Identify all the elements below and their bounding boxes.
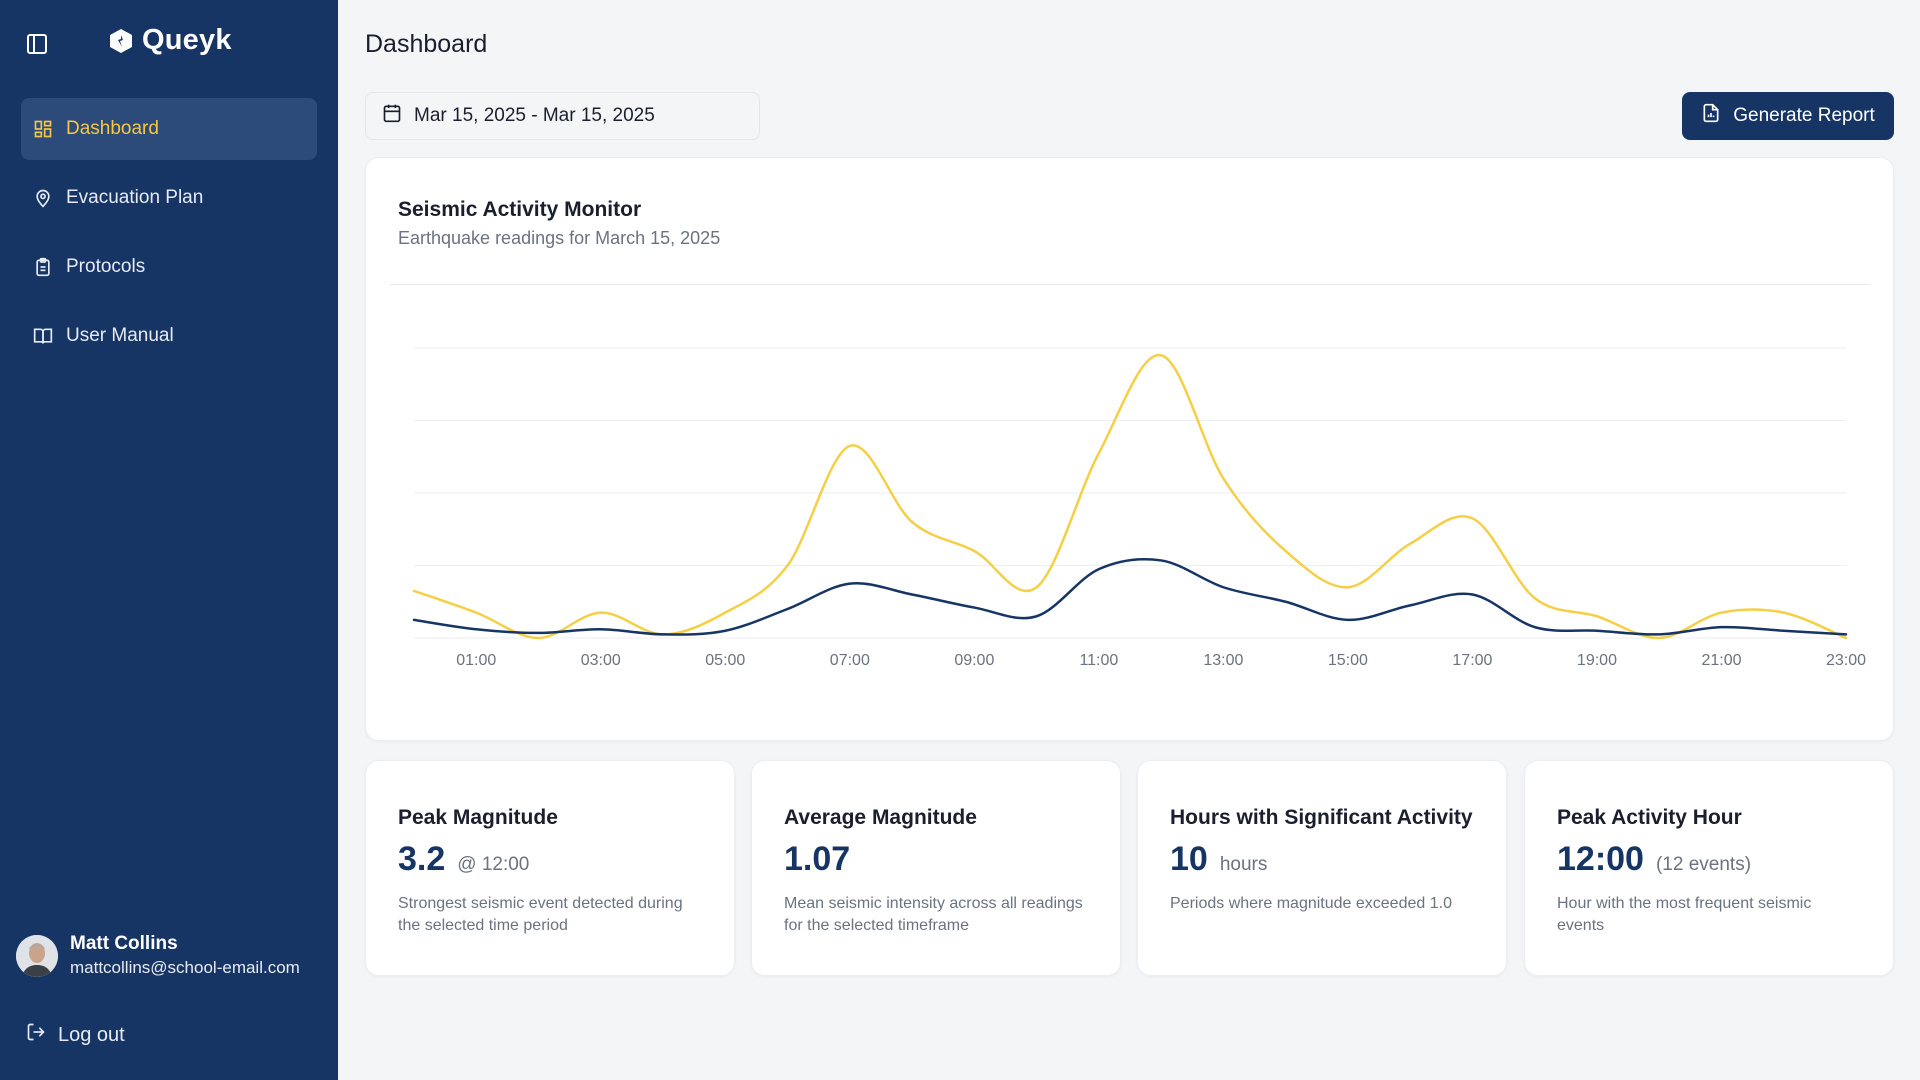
sidebar-item-label: User Manual: [66, 325, 174, 346]
file-chart-icon: [1701, 103, 1721, 129]
stat-title: Peak Magnitude: [398, 806, 558, 829]
chart-divider: [390, 284, 1870, 285]
series-line-1: [412, 557, 1848, 636]
x-tick-label: 19:00: [1577, 652, 1617, 669]
clipboard-icon: [32, 256, 54, 278]
stat-card-average-magnitude: Average Magnitude 1.07 Mean seismic inte…: [751, 760, 1121, 976]
stat-description: Strongest seismic event detected during …: [398, 895, 683, 934]
logout-icon: [26, 1022, 46, 1048]
stat-title: Average Magnitude: [784, 806, 977, 829]
brand[interactable]: Queyk: [108, 24, 232, 57]
date-range-label: Mar 15, 2025 - Mar 15, 2025: [414, 105, 655, 126]
seismic-line-chart: 01:00 03:00 05:00 07:00 09:00 11:00 13:00 15:00…: [412, 347, 1866, 669]
calendar-icon: [382, 103, 402, 129]
brand-name: Queyk: [142, 24, 232, 56]
sidebar-item-label: Protocols: [66, 256, 146, 277]
sidebar: Queyk Dashboard Evacuation Plan Protocol…: [0, 0, 338, 1080]
stat-description: Periods where magnitude exceeded 1.0: [1170, 895, 1452, 912]
x-tick-label: 01:00: [456, 652, 496, 669]
sidebar-toggle-icon[interactable]: [24, 31, 50, 57]
sidebar-item-dashboard[interactable]: Dashboard: [21, 98, 317, 160]
series-line-0: [412, 353, 1848, 640]
chart-title: Seismic Activity Monitor: [398, 198, 642, 221]
avatar: [16, 934, 58, 977]
stat-value: 1.07: [784, 840, 851, 878]
page-title: Dashboard: [365, 30, 488, 58]
stat-value: 3.2: [398, 840, 446, 878]
stat-suffix: (12 events): [1655, 854, 1752, 875]
x-tick-label: 23:00: [1826, 652, 1866, 669]
stat-value: 10: [1170, 840, 1208, 878]
stat-card-peak-magnitude: Peak Magnitude 3.2 @ 12:00 Strongest sei…: [365, 760, 735, 976]
stat-card-peak-activity-hour: Peak Activity Hour 12:00 (12 events) Hou…: [1524, 760, 1894, 976]
x-tick-label: 11:00: [1079, 652, 1118, 669]
seismic-chart-card: Seismic Activity Monitor Earthquake read…: [365, 157, 1894, 741]
sidebar-item-user-manual[interactable]: User Manual: [21, 305, 317, 367]
user-name: Matt Collins: [70, 933, 178, 954]
stat-description: Hour with the most frequent seismic even…: [1557, 895, 1812, 934]
x-tick-label: 05:00: [705, 652, 745, 669]
x-tick-label: 07:00: [830, 652, 870, 669]
sidebar-item-protocols[interactable]: Protocols: [21, 236, 317, 298]
map-pin-icon: [32, 187, 54, 209]
dashboard-icon: [32, 118, 54, 140]
user-profile[interactable]: Matt Collins mattcollins@school-email.co…: [16, 933, 300, 978]
logout-button[interactable]: Log out: [26, 1022, 125, 1048]
stat-description: Mean seismic intensity across all readin…: [784, 895, 1083, 934]
x-tick-label: 17:00: [1452, 652, 1492, 669]
date-range-picker[interactable]: Mar 15, 2025 - Mar 15, 2025: [365, 92, 760, 140]
x-tick-label: 09:00: [954, 652, 994, 669]
x-tick-label: 13:00: [1203, 652, 1243, 669]
user-email: mattcollins@school-email.com: [70, 958, 300, 977]
x-tick-label: 21:00: [1701, 652, 1741, 669]
logout-label: Log out: [58, 1023, 125, 1046]
sidebar-item-label: Dashboard: [66, 118, 159, 139]
brand-logo-icon: [108, 28, 134, 54]
stat-suffix: @ 12:00: [457, 854, 530, 875]
sidebar-nav: Dashboard Evacuation Plan Protocols User…: [21, 98, 317, 374]
generate-report-label: Generate Report: [1733, 105, 1875, 126]
sidebar-item-evacuation-plan[interactable]: Evacuation Plan: [21, 167, 317, 229]
book-icon: [32, 325, 54, 347]
generate-report-button[interactable]: Generate Report: [1682, 92, 1894, 140]
chart-subtitle: Earthquake readings for March 15, 2025: [398, 228, 721, 248]
x-tick-label: 15:00: [1328, 652, 1368, 669]
stat-suffix: hours: [1219, 854, 1268, 875]
stat-card-significant-hours: Hours with Significant Activity 10 hours…: [1137, 760, 1507, 976]
stat-value: 12:00: [1557, 840, 1644, 878]
sidebar-item-label: Evacuation Plan: [66, 187, 204, 208]
stat-title: Peak Activity Hour: [1557, 806, 1742, 829]
x-tick-label: 03:00: [581, 652, 621, 669]
stat-title: Hours with Significant Activity: [1170, 806, 1473, 829]
